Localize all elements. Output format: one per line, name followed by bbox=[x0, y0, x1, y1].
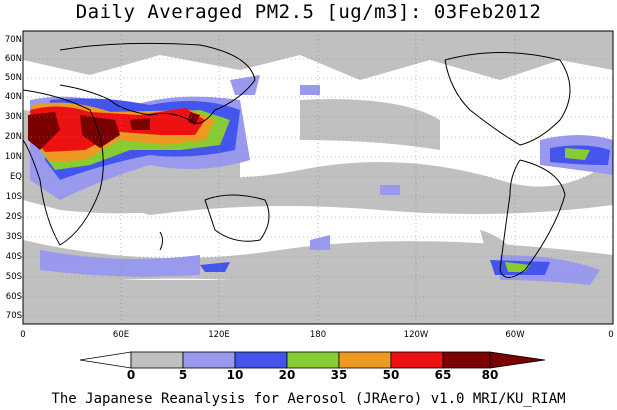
colorbar-label: 10 bbox=[226, 368, 244, 382]
colorbar-swatch-3 bbox=[234, 351, 288, 369]
colorbar-label: 65 bbox=[434, 368, 452, 382]
pm25-map bbox=[22, 30, 614, 325]
colorbar bbox=[79, 351, 546, 369]
lat-label: 50S bbox=[5, 272, 22, 282]
colorbar-label: 0 bbox=[126, 368, 136, 382]
lat-label: 70S bbox=[5, 311, 22, 321]
lon-label: 0 bbox=[608, 330, 614, 340]
colorbar-swatch-8 bbox=[489, 351, 546, 369]
credit-line: The Japanese Reanalysis for Aerosol (JRA… bbox=[51, 391, 566, 407]
colorbar-label: 20 bbox=[278, 368, 296, 382]
lat-label: 50N bbox=[4, 73, 22, 83]
colorbar-label: 35 bbox=[330, 368, 348, 382]
lat-label: 70N bbox=[4, 35, 22, 45]
lon-label: 60E bbox=[112, 330, 130, 340]
lat-label: 60N bbox=[4, 54, 22, 64]
lon-label: 120E bbox=[208, 330, 230, 340]
lat-label: 30S bbox=[5, 232, 22, 242]
colorbar-swatch-7 bbox=[442, 351, 491, 369]
colorbar-swatch-6 bbox=[390, 351, 444, 369]
colorbar-swatch-0 bbox=[79, 351, 132, 369]
coastlines bbox=[22, 42, 571, 278]
lat-label: 10N bbox=[4, 152, 22, 162]
map-frame bbox=[22, 30, 614, 325]
lat-label: EQ bbox=[9, 172, 22, 182]
colorbar-label: 80 bbox=[481, 368, 499, 382]
lat-label: 20N bbox=[4, 132, 22, 142]
colorbar-swatch-2 bbox=[182, 351, 236, 369]
lon-label: 60W bbox=[505, 330, 525, 340]
colorbar-label: 50 bbox=[382, 368, 400, 382]
lat-label: 20S bbox=[5, 212, 22, 222]
gridlines bbox=[23, 31, 613, 324]
colorbar-swatch-4 bbox=[286, 351, 340, 369]
lon-label: 180 bbox=[309, 330, 327, 340]
lat-label: 60S bbox=[5, 292, 22, 302]
lat-label: 30N bbox=[4, 112, 22, 122]
lat-label: 40N bbox=[4, 92, 22, 102]
lat-label: 10S bbox=[5, 192, 22, 202]
lat-label: 40S bbox=[5, 252, 22, 262]
colorbar-swatch-1 bbox=[130, 351, 184, 369]
colorbar-label: 5 bbox=[178, 368, 188, 382]
lon-label: 120W bbox=[403, 330, 429, 340]
colorbar-swatch-5 bbox=[338, 351, 392, 369]
lon-label: 0 bbox=[20, 330, 26, 340]
map-title: Daily Averaged PM2.5 [ug/m3]: 03Feb2012 bbox=[75, 1, 542, 23]
